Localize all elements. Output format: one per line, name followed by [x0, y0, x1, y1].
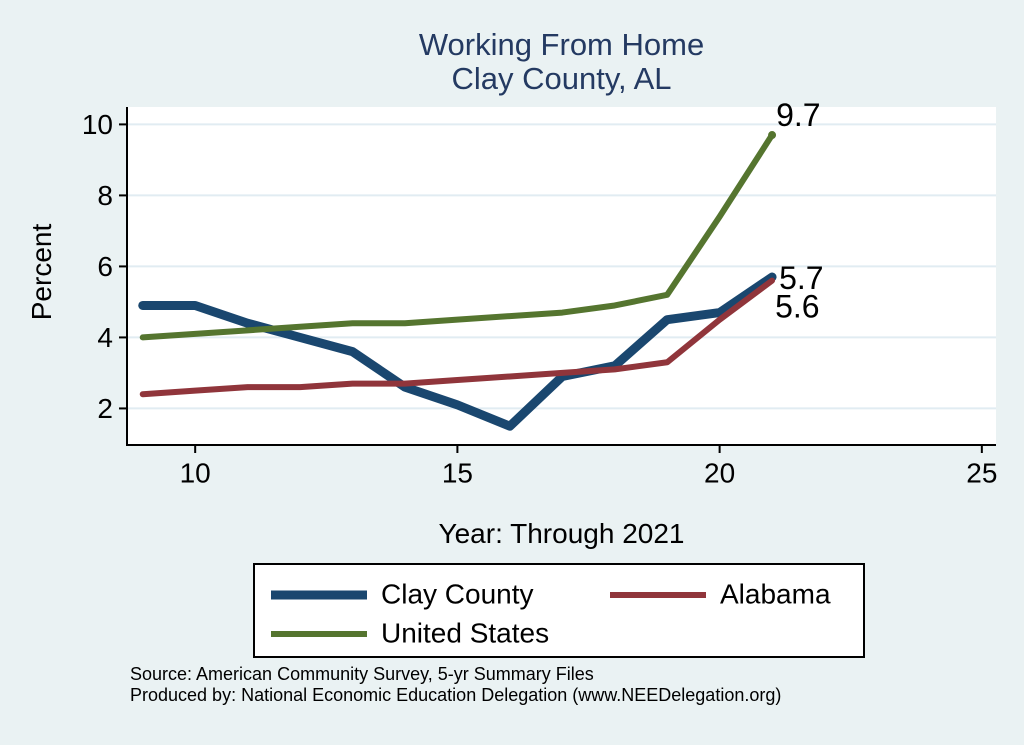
series-line-united-states	[139, 132, 776, 341]
produced-by-note: Produced by: National Economic Education…	[130, 685, 782, 705]
plot-background	[127, 107, 996, 445]
legend-label: Alabama	[720, 578, 831, 610]
y-tick-label: 6	[97, 251, 113, 282]
y-tick-label: 8	[97, 180, 113, 211]
series-end-value-label: 5.6	[775, 289, 819, 325]
legend-swatch	[610, 592, 706, 598]
x-tick-label: 15	[442, 458, 473, 489]
series-end-marker	[768, 131, 777, 140]
series-end-value-label: 5.7	[779, 260, 823, 296]
x-tick-label: 25	[966, 458, 997, 489]
y-tick-label: 10	[82, 109, 113, 140]
y-tick-label: 4	[97, 322, 113, 353]
x-axis-title: Year: Through 2021	[438, 518, 685, 549]
series-line-alabama	[139, 277, 776, 398]
legend-label: United States	[381, 617, 550, 649]
series-end-value-label: 9.7	[776, 97, 820, 133]
chart-title: Working From Home Clay County, AL	[127, 28, 996, 96]
x-tick-label: 10	[180, 458, 211, 489]
series-line-clay-county	[138, 272, 777, 431]
chart-title-line1: Working From Home	[418, 27, 705, 62]
legend-swatch	[271, 590, 367, 600]
legend-label: Clay County	[381, 578, 534, 610]
footer-notes: Source: American Community Survey, 5-yr …	[130, 664, 781, 706]
legend-swatch	[271, 631, 367, 637]
x-tick-label: 20	[704, 458, 735, 489]
chart-title-line2: Clay County, AL	[451, 61, 672, 96]
y-tick-label: 2	[97, 393, 113, 424]
legend-box: Clay County Alabama United States	[253, 563, 865, 658]
source-note: Source: American Community Survey, 5-yr …	[130, 664, 594, 684]
